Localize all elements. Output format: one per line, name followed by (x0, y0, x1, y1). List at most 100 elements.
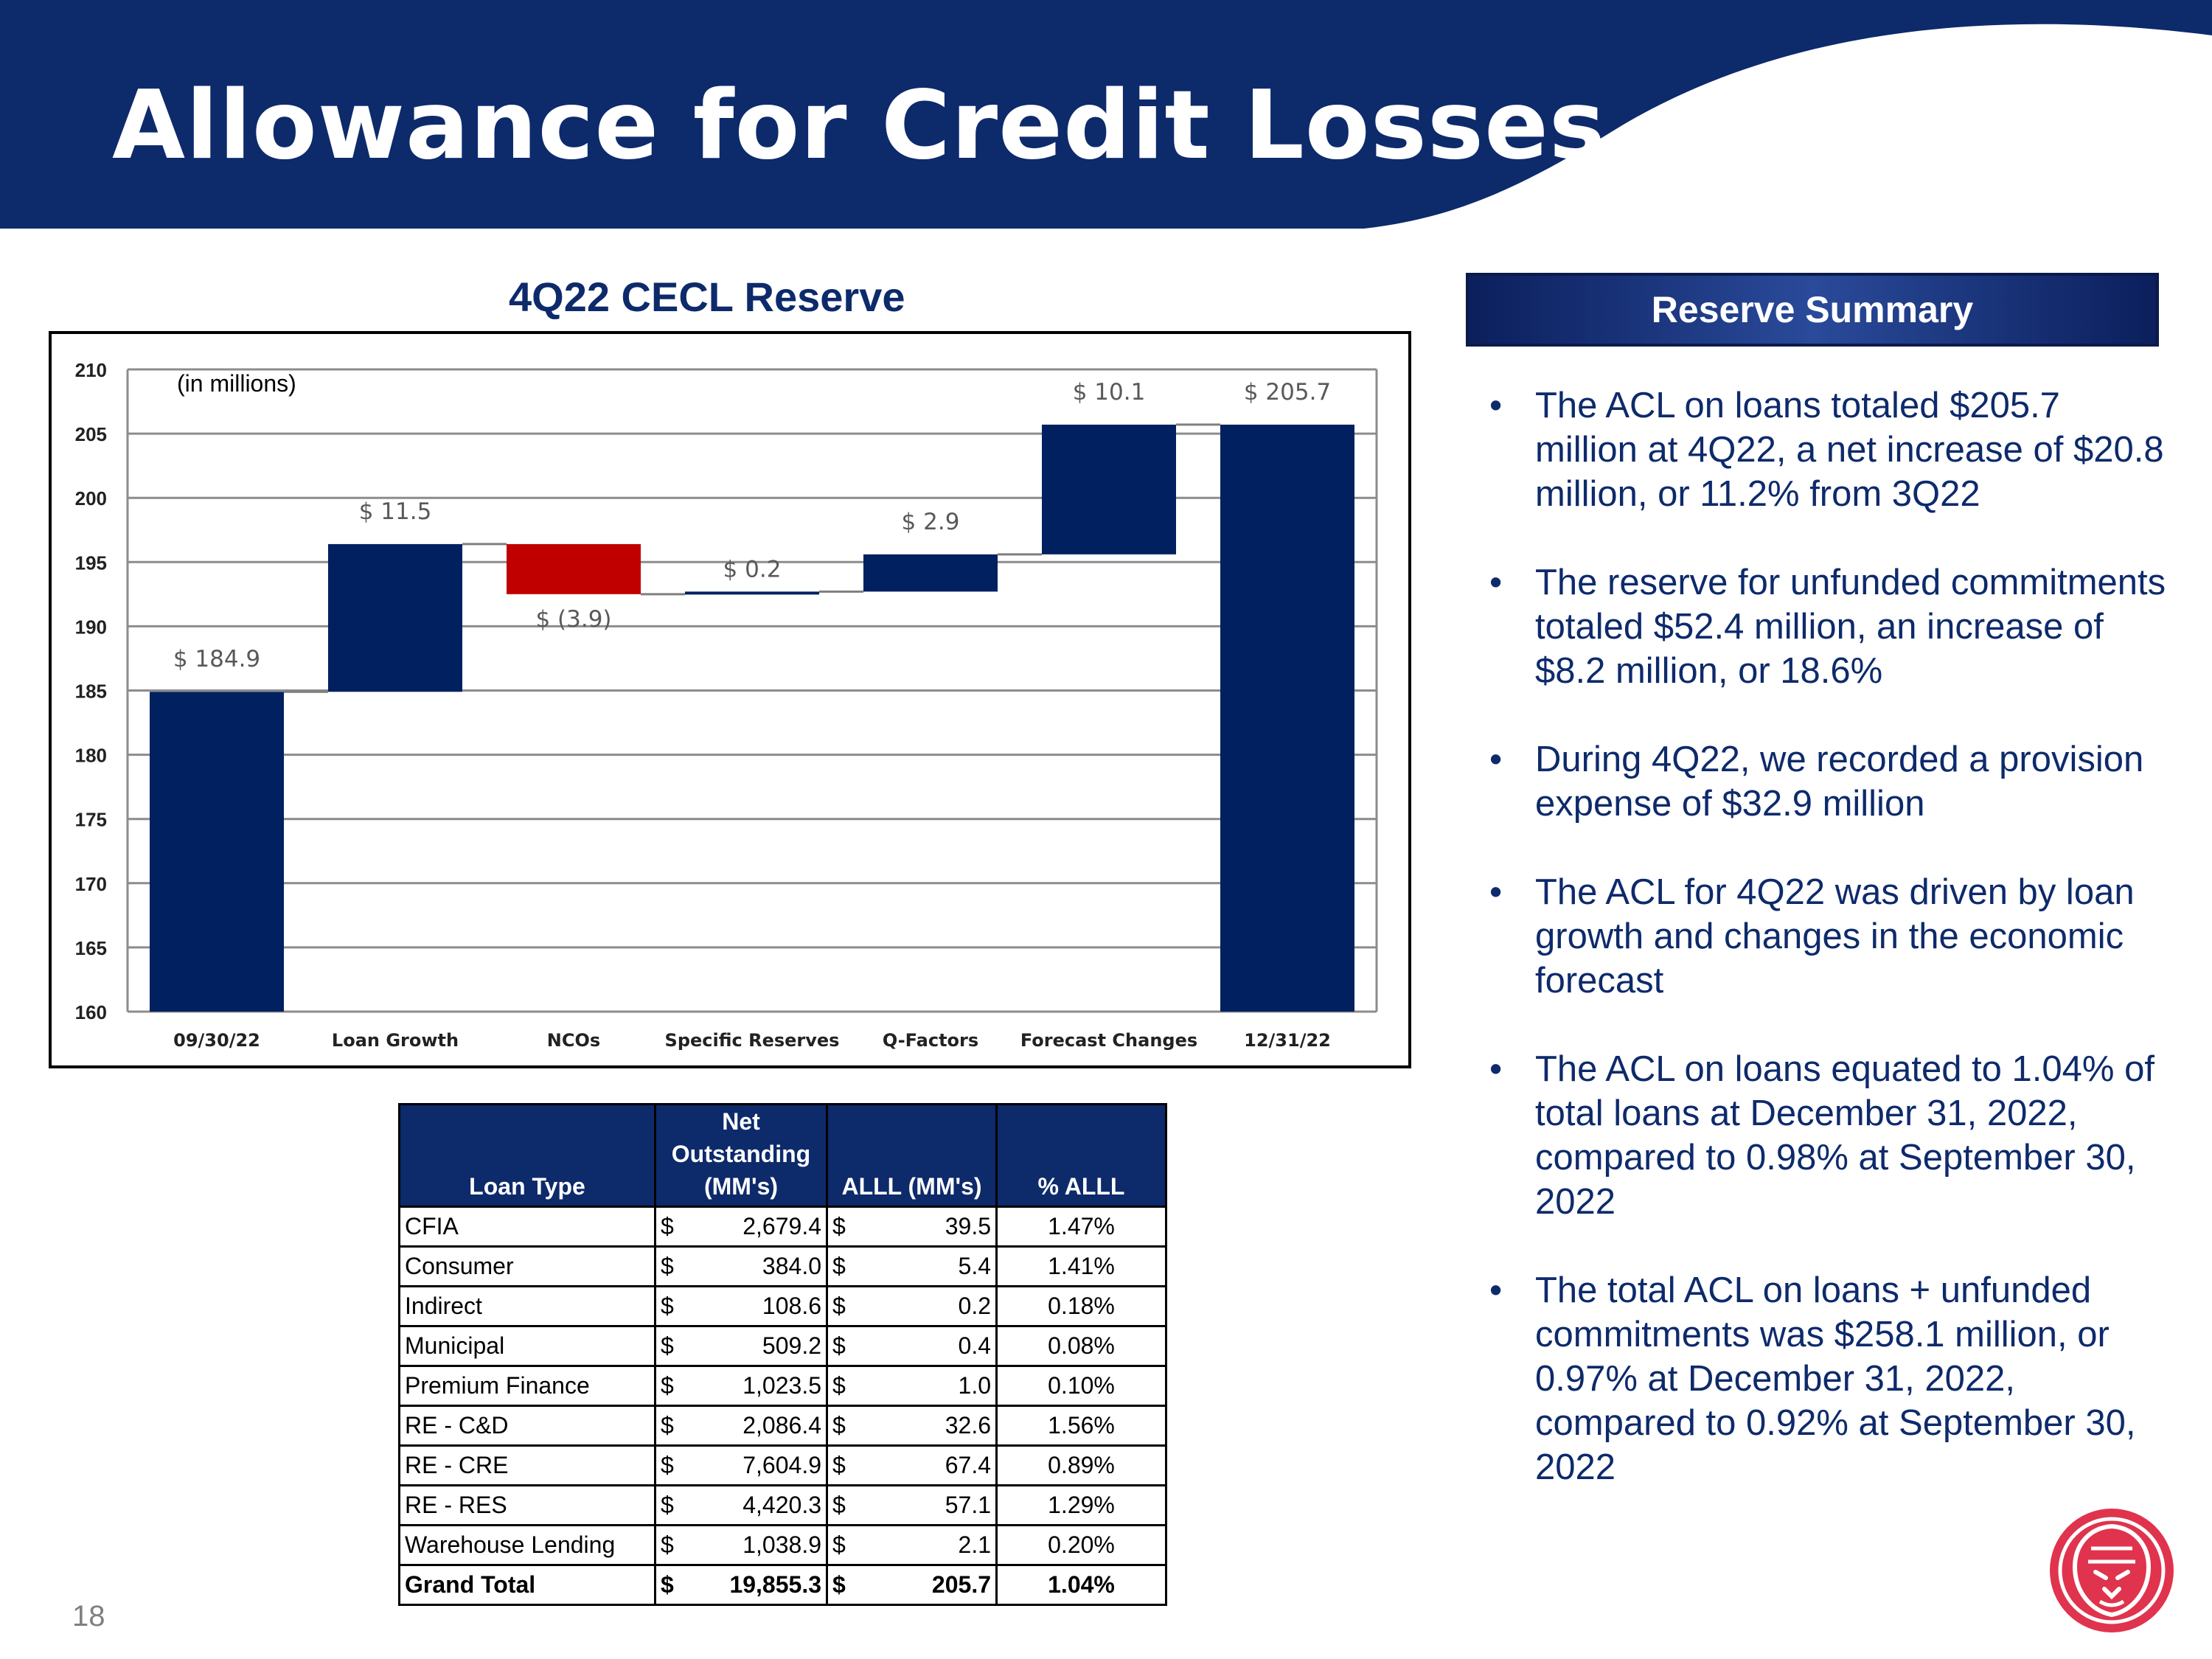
bar-q-factors (863, 554, 998, 592)
alll-cell: $205.7 (826, 1564, 998, 1606)
y-tick-label: 170 (75, 873, 107, 895)
lion-head-icon (2050, 1509, 2174, 1632)
net-outstanding-cell: $1,023.5 (654, 1365, 828, 1407)
currency-symbol: $ (661, 1531, 674, 1558)
alll-cell-value: 67.4 (945, 1452, 991, 1478)
loan-type-cell: Grand Total (398, 1564, 656, 1606)
page-title: Allowance for Credit Losses (112, 71, 1607, 181)
table-row: CFIA $2,679.4 $39.5 1.47% (398, 1206, 1167, 1248)
alll-cell: $5.4 (826, 1245, 998, 1287)
data-label: $ (3.9) (535, 606, 611, 633)
currency-symbol: $ (832, 1332, 846, 1359)
currency-symbol: $ (661, 1372, 674, 1399)
summary-bullet: • The ACL on loans equated to 1.04% of to… (1489, 1047, 2168, 1224)
table-row: RE - C&D $2,086.4 $32.6 1.56% (398, 1405, 1167, 1447)
data-label: $ 10.1 (1073, 379, 1146, 406)
currency-symbol: $ (661, 1492, 674, 1518)
pct-alll-cell: 0.10% (995, 1365, 1167, 1407)
currency-symbol: $ (832, 1213, 846, 1239)
bullet-text: The ACL on loans equated to 1.04% of tot… (1535, 1049, 2154, 1222)
y-tick-label: 160 (75, 1001, 107, 1023)
bar-09-30-22 (150, 692, 284, 1012)
pct-alll-cell: 1.29% (995, 1484, 1167, 1526)
pct-alll-cell: 1.47% (995, 1206, 1167, 1248)
net-outstanding-cell-value: 2,086.4 (742, 1412, 821, 1439)
net-outstanding-cell-value: 7,604.9 (742, 1452, 821, 1478)
table-total-row: Grand Total $19,855.3 $205.7 1.04% (398, 1564, 1167, 1606)
x-tick-label: Specific Reserves (665, 1030, 840, 1051)
loan-type-cell: Indirect (398, 1285, 656, 1327)
alll-cell: $2.1 (826, 1524, 998, 1566)
chart-frame: 160 165 170 175 180 185 190 195 200 205 210 (in mil… (49, 331, 1411, 1068)
summary-bullet: • The ACL on loans totaled $205.7 million… (1489, 383, 2168, 516)
alll-cell-value: 57.1 (945, 1492, 991, 1518)
bar-specific-reserves (685, 591, 819, 595)
pct-alll-cell: 0.08% (995, 1325, 1167, 1367)
net-outstanding-cell: $7,604.9 (654, 1444, 828, 1486)
data-label: $ 0.2 (723, 556, 782, 582)
summary-bullet: • The ACL for 4Q22 was driven by loan gro… (1489, 870, 2168, 1003)
summary-bullet: • The total ACL on loans + unfunded commi… (1489, 1268, 2168, 1489)
y-tick-label: 205 (75, 423, 107, 445)
currency-symbol: $ (661, 1253, 674, 1279)
y-tick-label: 195 (75, 552, 107, 574)
alll-cell-value: 2.1 (958, 1531, 991, 1558)
currency-symbol: $ (661, 1332, 674, 1359)
table-row: Indirect $108.6 $0.2 0.18% (398, 1285, 1167, 1327)
bullet-dot: • (1489, 740, 1503, 779)
pct-alll-cell: 0.89% (995, 1444, 1167, 1486)
data-label: $ 2.9 (902, 509, 960, 535)
net-outstanding-cell: $108.6 (654, 1285, 828, 1327)
table-row: Warehouse Lending $1,038.9 $2.1 0.20% (398, 1524, 1167, 1566)
pct-alll-cell: 0.18% (995, 1285, 1167, 1327)
currency-symbol: $ (661, 1293, 674, 1319)
header-pct-alll: % ALLL (995, 1103, 1167, 1208)
x-tick-label: 12/31/22 (1244, 1030, 1331, 1051)
y-tick-label: 210 (75, 359, 107, 381)
bullet-dot: • (1489, 563, 1503, 602)
net-outstanding-cell: $2,086.4 (654, 1405, 828, 1447)
loan-type-cell: RE - RES (398, 1484, 656, 1526)
table-row: Consumer $384.0 $5.4 1.41% (398, 1245, 1167, 1287)
bullet-dot: • (1489, 386, 1503, 425)
table-row: Premium Finance $1,023.5 $1.0 0.10% (398, 1365, 1167, 1407)
y-tick-label: 175 (75, 809, 107, 831)
bullet-text: The total ACL on loans + unfunded commit… (1535, 1270, 2136, 1487)
alll-cell: $39.5 (826, 1206, 998, 1248)
alll-cell: $0.2 (826, 1285, 998, 1327)
loan-type-cell: RE - C&D (398, 1405, 656, 1447)
data-label: $ 205.7 (1244, 379, 1331, 406)
loan-type-cell: Municipal (398, 1325, 656, 1367)
bar-forecast-changes (1042, 424, 1176, 554)
y-tick-label: 200 (75, 487, 107, 509)
y-tick-label: 165 (75, 937, 107, 959)
currency-symbol: $ (832, 1293, 846, 1319)
bar-12-31-22 (1220, 424, 1354, 1012)
net-outstanding-cell-value: 509.2 (762, 1332, 821, 1359)
alll-cell-value: 205.7 (931, 1571, 991, 1598)
table-row: RE - RES $4,420.3 $57.1 1.29% (398, 1484, 1167, 1526)
net-outstanding-cell: $2,679.4 (654, 1206, 828, 1248)
table-body: CFIA $2,679.4 $39.5 1.47% Consumer $384.0 $5.4… (398, 1206, 1167, 1606)
net-outstanding-cell-value: 19,855.3 (729, 1571, 821, 1598)
y-tick-label: 185 (75, 681, 107, 703)
net-outstanding-cell: $509.2 (654, 1325, 828, 1367)
currency-symbol: $ (661, 1452, 674, 1478)
alll-cell-value: 32.6 (945, 1412, 991, 1439)
net-outstanding-cell-value: 1,023.5 (742, 1372, 821, 1399)
table-header-row: Loan Type Net Outstanding (MM's) ALLL (M… (398, 1103, 1167, 1208)
alll-cell: $32.6 (826, 1405, 998, 1447)
x-tick-label: NCOs (547, 1030, 600, 1051)
bullet-text: During 4Q22, we recorded a provision exp… (1535, 740, 2144, 824)
reserve-summary-header: Reserve Summary (1466, 273, 2159, 347)
x-tick-label: Forecast Changes (1020, 1030, 1197, 1051)
alll-cell: $67.4 (826, 1444, 998, 1486)
x-tick-label: Loan Growth (332, 1030, 459, 1051)
alll-cell-value: 1.0 (958, 1372, 991, 1399)
x-tick-label: Q-Factors (883, 1030, 978, 1051)
currency-symbol: $ (661, 1213, 674, 1239)
data-label: $ 11.5 (359, 498, 432, 525)
loan-type-cell: CFIA (398, 1206, 656, 1248)
currency-symbol: $ (832, 1372, 846, 1399)
bullet-text: The reserve for unfunded commitments tot… (1535, 563, 2166, 691)
